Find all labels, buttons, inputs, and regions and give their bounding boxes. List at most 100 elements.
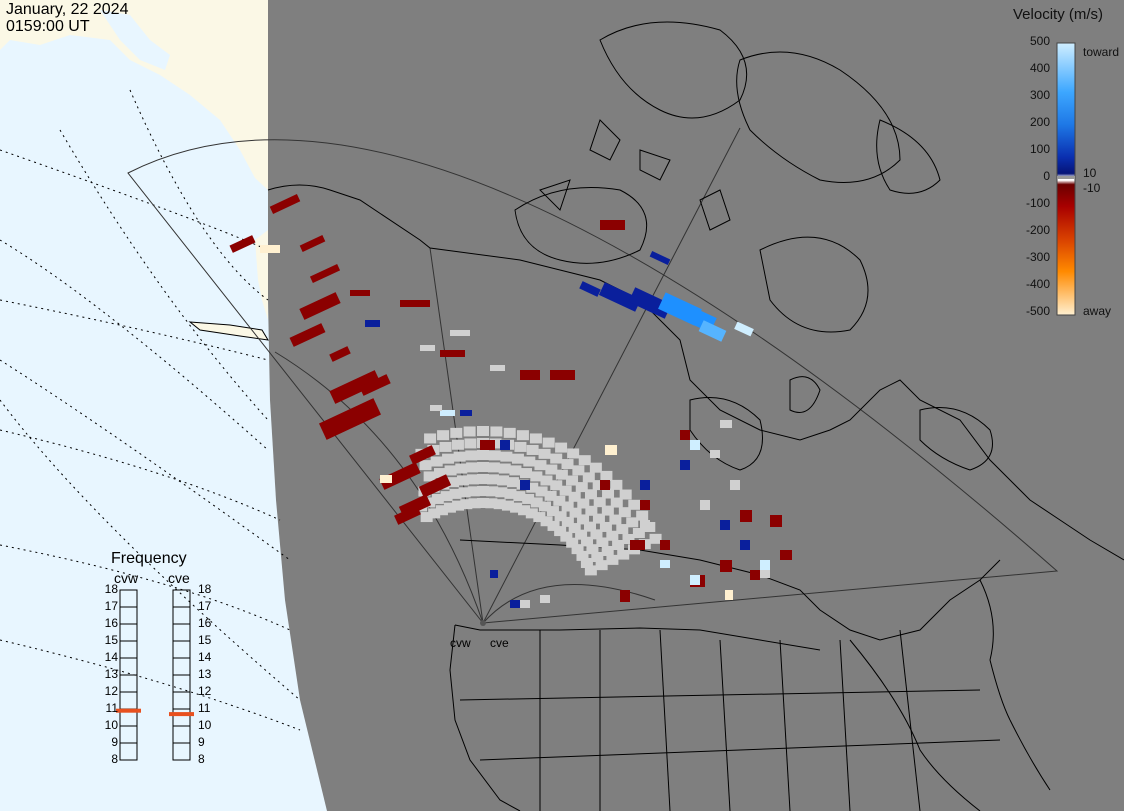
- velocity-cell: [542, 437, 555, 448]
- velocity-cell: [488, 450, 501, 461]
- velocity-cell: [468, 498, 481, 509]
- velocity-cell: [526, 482, 539, 493]
- velocity-cell: [596, 537, 609, 548]
- frequency-scale-label: 17: [104, 599, 118, 613]
- velocity-cell: [400, 300, 430, 307]
- velocity-cell: [522, 493, 535, 504]
- velocity-cell: [299, 235, 326, 252]
- velocity-cell: [439, 441, 452, 452]
- velocity-tick: -100: [1025, 196, 1050, 210]
- velocity-cell: [289, 323, 326, 347]
- velocity-tick: 300: [1029, 88, 1050, 102]
- velocity-cell: [453, 451, 466, 462]
- alaska-peninsula: [188, 321, 269, 341]
- velocity-tick: -400: [1025, 277, 1050, 291]
- velocity-cell: [770, 515, 782, 527]
- velocity-cell: [329, 346, 351, 362]
- velocity-cell: [444, 465, 457, 476]
- velocity-cell: [503, 427, 516, 438]
- velocity-cell: [430, 456, 443, 467]
- velocity-cell: [477, 450, 489, 460]
- velocity-cell: [593, 497, 606, 508]
- velocity-cell: [600, 470, 613, 481]
- velocity-cell: [710, 450, 720, 458]
- frequency-scale-label: 13: [104, 667, 118, 681]
- frequency-scale-label: 17: [198, 599, 212, 613]
- frequency-scale-label: 8: [111, 752, 118, 766]
- frequency-scale-label: 16: [104, 616, 118, 630]
- velocity-cell: [544, 490, 557, 501]
- velocity-cell: [460, 410, 472, 416]
- velocity-tick: -500: [1025, 304, 1050, 318]
- toward-label: toward: [1083, 45, 1120, 59]
- velocity-cell: [451, 439, 464, 450]
- velocity-cell: [610, 497, 623, 508]
- velocity-cell: [518, 505, 531, 516]
- frequency-scale-label: 9: [111, 735, 118, 749]
- velocity-cell: [450, 427, 463, 438]
- velocity-cell: [538, 448, 551, 459]
- velocity-cell: [569, 507, 582, 518]
- velocity-cell: [554, 526, 567, 537]
- velocity-cell: [440, 350, 465, 357]
- velocity-cell: [720, 520, 730, 530]
- velocity-cell: [514, 441, 527, 452]
- velocity-cell: [584, 565, 597, 576]
- velocity-tick: 0: [1043, 169, 1050, 183]
- velocity-cell: [578, 455, 591, 466]
- velocity-cell: [460, 499, 473, 510]
- velocity-cell: [592, 513, 605, 524]
- velocity-cell: [435, 505, 448, 516]
- velocity-tick: 200: [1029, 115, 1050, 129]
- velocity-cell: [485, 498, 498, 509]
- frequency-scale-label: 18: [198, 582, 212, 596]
- frequency-cell: [172, 742, 191, 761]
- velocity-cell: [640, 520, 650, 528]
- velocity-cell: [555, 442, 568, 453]
- velocity-cell: [640, 480, 650, 490]
- velocity-cell: [630, 540, 645, 550]
- velocity-cell: [619, 489, 632, 500]
- sea-inlet: [100, 10, 170, 70]
- velocity-cell: [534, 460, 547, 471]
- velocity-cell: [546, 506, 559, 517]
- velocity-cell: [529, 433, 542, 444]
- velocity-cell: [561, 501, 574, 512]
- velocity-cell: [660, 540, 670, 550]
- velocity-cell: [490, 365, 505, 371]
- velocity-tick: 100: [1029, 142, 1050, 156]
- velocity-cell: [577, 514, 590, 525]
- frequency-scale-label: 10: [104, 718, 118, 732]
- velocity-cell: [511, 453, 524, 464]
- velocity-cell: [409, 445, 436, 465]
- frequency-scale-label: 13: [198, 667, 212, 681]
- velocity-cell: [380, 475, 392, 483]
- velocity-cell: [561, 459, 574, 470]
- velocity-cell: [700, 500, 710, 510]
- velocity-cell: [498, 463, 511, 474]
- velocity-cell: [547, 520, 560, 531]
- velocity-cell: [510, 502, 523, 513]
- velocity-cell: [620, 590, 630, 602]
- velocity-cell: [487, 474, 500, 485]
- radar-cells: [229, 194, 792, 608]
- velocity-cell: [622, 534, 635, 544]
- velocity-cell: [477, 486, 489, 496]
- velocity-cell: [465, 450, 478, 461]
- velocity-cell: [456, 475, 469, 486]
- velocity-cell: [581, 536, 594, 547]
- velocity-cell: [605, 445, 617, 455]
- time-label: 0159:00 UT: [6, 18, 90, 35]
- velocity-cell: [560, 531, 573, 542]
- frequency-scale-label: 10: [198, 718, 212, 732]
- velocity-cell: [437, 430, 450, 441]
- velocity-cell: [550, 370, 575, 380]
- frequency-marker: [169, 712, 194, 717]
- velocity-cell: [595, 560, 608, 571]
- daylight-land-region: [0, 0, 268, 190]
- velocity-cell: [628, 499, 641, 510]
- velocity-colorbar: [1056, 42, 1076, 316]
- radar-name-cve: cve: [168, 570, 190, 586]
- velocity-cell: [690, 575, 700, 585]
